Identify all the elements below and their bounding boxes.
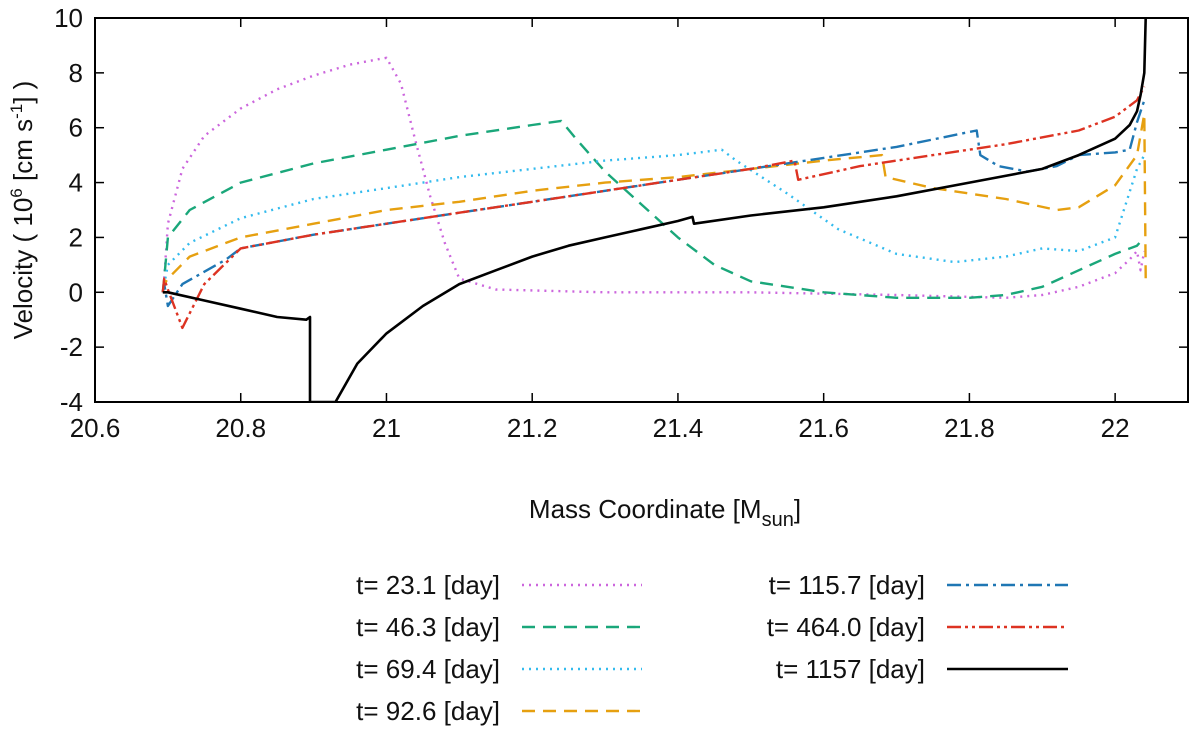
legend-label-3: t= 69.4 [day] bbox=[356, 654, 500, 684]
y-tick-label: -4 bbox=[60, 387, 83, 417]
x-tick-label: 21.6 bbox=[798, 413, 849, 443]
legend-label-2: t= 46.3 [day] bbox=[356, 612, 500, 642]
x-axis-label: Mass Coordinate [Msun] bbox=[529, 494, 801, 531]
x-tick-label: 20.8 bbox=[215, 413, 266, 443]
y-tick-label: -2 bbox=[60, 332, 83, 362]
legend-label-5: t= 115.7 [day] bbox=[769, 570, 925, 600]
series-line-5 bbox=[161, 99, 1146, 308]
series-line-3 bbox=[161, 148, 1146, 293]
legend-label-4: t= 92.6 [day] bbox=[356, 696, 500, 726]
x-tick-label: 22 bbox=[1101, 413, 1130, 443]
x-tick-label: 20.6 bbox=[70, 413, 121, 443]
y-tick-label: 6 bbox=[69, 113, 83, 143]
legend-label-7: t= 1157 [day] bbox=[776, 654, 925, 684]
series-layer bbox=[161, 18, 1147, 402]
x-tick-label: 21 bbox=[372, 413, 401, 443]
series-line-6 bbox=[161, 86, 1146, 330]
y-axis-label: Velocity ( 106 [cm s-1] ) bbox=[7, 81, 38, 340]
legend-label-1: t= 23.1 [day] bbox=[356, 570, 500, 600]
y-tick-label: 8 bbox=[69, 58, 83, 88]
legend: t= 23.1 [day] t= 46.3 [day] t= 69.4 [day] t… bbox=[356, 570, 1068, 726]
series-line-4 bbox=[161, 112, 1147, 293]
series-line-1 bbox=[161, 56, 1146, 299]
series-line-7 bbox=[162, 18, 1147, 402]
y-tick-label: 10 bbox=[54, 3, 83, 33]
y-tick-label: 4 bbox=[69, 168, 83, 198]
x-tick-label: 21.2 bbox=[507, 413, 558, 443]
plot-frame bbox=[94, 17, 1189, 403]
x-tick-label: 21.4 bbox=[653, 413, 704, 443]
legend-label-6: t= 464.0 [day] bbox=[767, 612, 925, 642]
y-tick-label: 0 bbox=[69, 277, 83, 307]
x-tick-label: 21.8 bbox=[944, 413, 995, 443]
y-tick-label: 2 bbox=[69, 222, 83, 252]
series-line-2 bbox=[161, 119, 1146, 299]
